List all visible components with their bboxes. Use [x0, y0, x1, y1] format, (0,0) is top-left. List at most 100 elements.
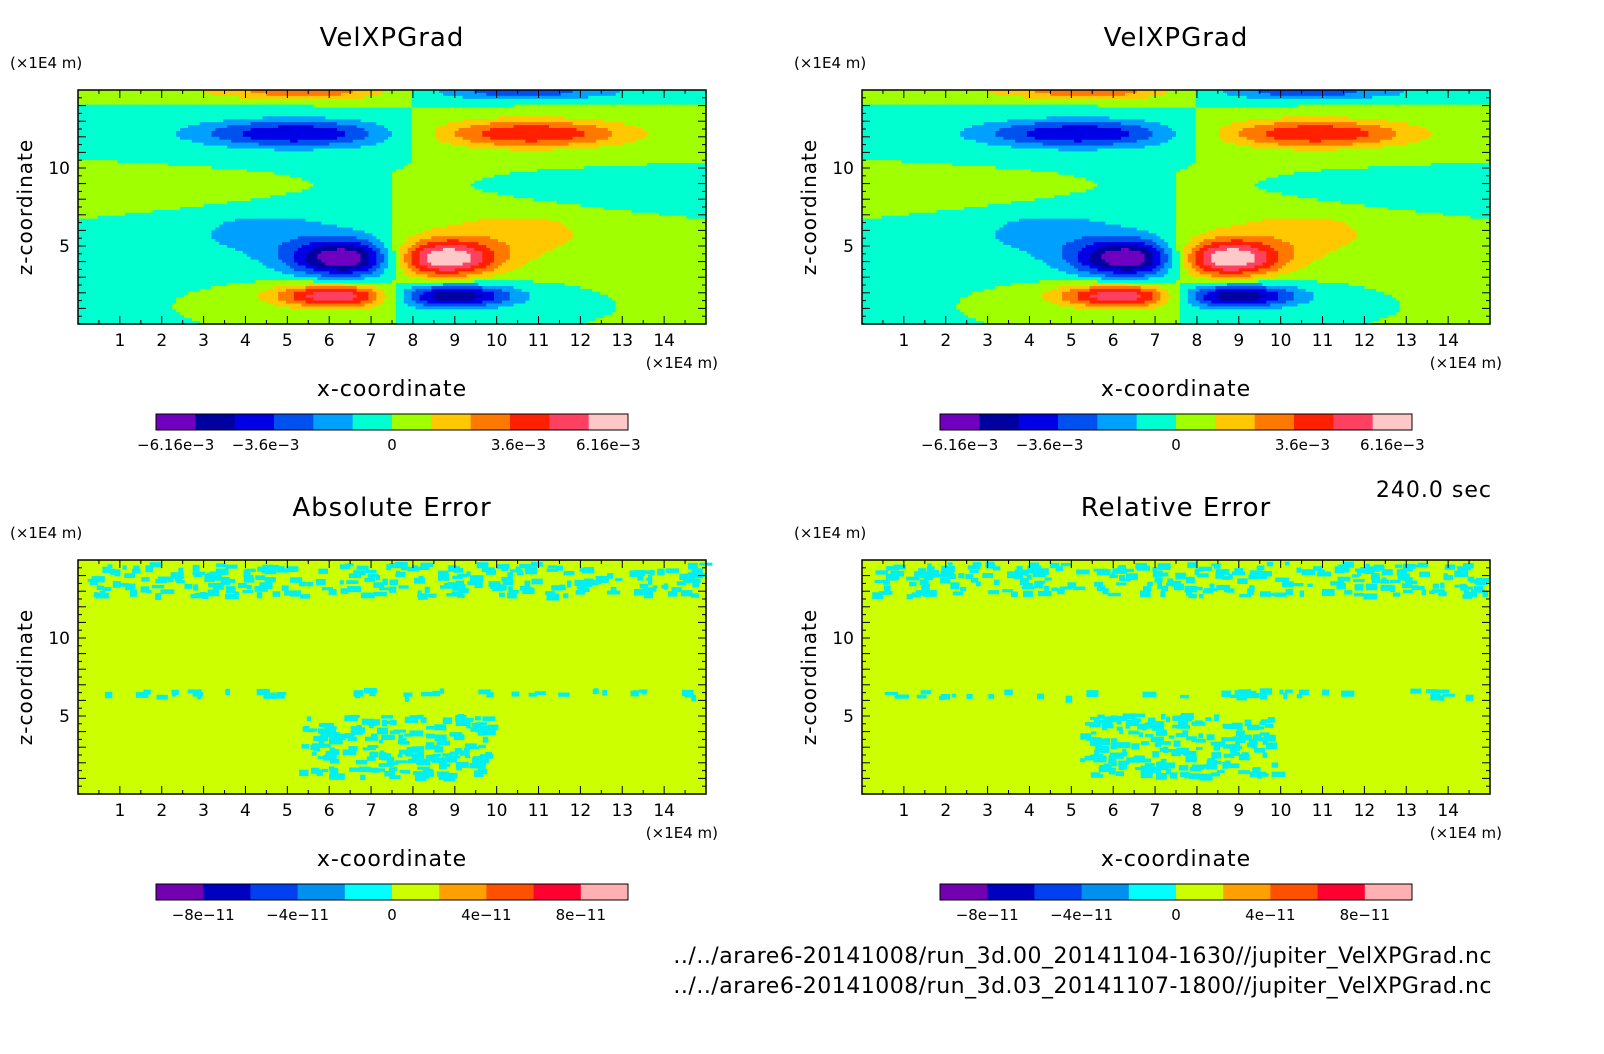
field-cell: [348, 133, 354, 138]
field-cell: [627, 128, 633, 132]
field-cell: [129, 125, 134, 129]
field-cell: [258, 116, 264, 120]
field-cell: [560, 95, 566, 100]
field-cell: [399, 98, 405, 103]
field-cell: [639, 101, 644, 106]
field-cell: [148, 139, 154, 144]
field-cell: [270, 136, 275, 141]
field-cell: [160, 122, 165, 126]
field-cell: [113, 101, 118, 106]
field-cell: [537, 145, 542, 150]
field-cell: [399, 145, 405, 150]
field-cell: [443, 125, 448, 129]
field-cell: [313, 122, 319, 126]
field-cell: [333, 113, 338, 117]
field-cell: [203, 130, 209, 135]
field-cell: [199, 101, 205, 106]
field-cell: [160, 128, 165, 132]
field-cell: [136, 113, 142, 117]
field-cell: [340, 98, 346, 103]
field-cell: [348, 98, 354, 103]
field-cell: [293, 113, 299, 117]
field-cell: [486, 125, 491, 129]
field-cell: [199, 95, 205, 100]
field-cell: [596, 128, 601, 132]
field-cell: [215, 145, 220, 150]
field-cell: [333, 125, 338, 129]
field-cell: [619, 98, 625, 103]
field-cell: [533, 130, 538, 135]
field-cell: [356, 90, 362, 94]
field-cell: [136, 110, 142, 114]
field-cell: [340, 133, 346, 138]
field-cell: [117, 139, 122, 144]
field-cell: [529, 98, 534, 103]
field-cell: [556, 130, 562, 135]
field-cell: [702, 92, 707, 97]
field-cell: [584, 92, 589, 97]
field-cell: [191, 125, 197, 129]
field-cell: [274, 130, 279, 135]
field-cell: [666, 125, 672, 129]
field-cell: [215, 107, 220, 112]
field-cell: [297, 139, 303, 144]
field-cell: [282, 110, 287, 114]
field-cell: [321, 122, 326, 126]
field-cell: [309, 125, 315, 129]
field-cell: [592, 98, 597, 103]
field-cell: [286, 90, 291, 94]
field-cell: [403, 125, 409, 129]
field-cell: [392, 139, 397, 144]
field-cell: [635, 142, 640, 147]
field-cell: [144, 98, 150, 103]
field-cell: [297, 133, 303, 138]
field-cell: [293, 139, 299, 144]
field-cell: [443, 116, 448, 120]
field-cell: [600, 95, 605, 100]
field-cell: [388, 128, 393, 132]
field-cell: [203, 104, 209, 109]
field-cell: [466, 98, 472, 103]
field-cell: [670, 136, 676, 141]
field-cell: [411, 125, 417, 129]
field-cell: [643, 122, 648, 126]
field-cell: [439, 113, 444, 117]
field-cell: [136, 133, 142, 138]
field-cell: [321, 125, 326, 129]
field-cell: [132, 104, 138, 109]
field-cell: [450, 101, 456, 106]
field-cell: [148, 133, 154, 138]
field-cell: [670, 90, 676, 94]
field-cell: [113, 128, 118, 132]
field-cell: [125, 95, 130, 100]
field-cell: [666, 128, 672, 132]
field-cell: [360, 136, 366, 141]
field-cell: [235, 110, 240, 114]
field-cell: [227, 116, 232, 120]
field-cell: [105, 130, 110, 135]
field-cell: [529, 110, 534, 114]
field-cell: [368, 113, 373, 117]
field-cell: [395, 119, 401, 123]
field-cell: [156, 116, 162, 120]
field-cell: [242, 101, 248, 106]
field-cell: [242, 107, 248, 112]
field-cell: [388, 119, 393, 123]
field-cell: [439, 133, 444, 138]
field-cell: [274, 128, 279, 132]
field-cell: [399, 122, 405, 126]
field-cell: [537, 122, 542, 126]
field-cell: [568, 107, 574, 112]
field-cell: [501, 101, 507, 106]
field-cell: [372, 92, 377, 97]
field-cell: [89, 104, 95, 109]
field-cell: [144, 116, 150, 120]
field-cell: [337, 145, 342, 150]
field-cell: [301, 92, 307, 97]
field-cell: [462, 125, 468, 129]
field-cell: [576, 104, 581, 109]
field-cell: [380, 125, 385, 129]
field-cell: [486, 98, 491, 103]
field-cell: [309, 98, 315, 103]
field-cell: [89, 139, 95, 144]
